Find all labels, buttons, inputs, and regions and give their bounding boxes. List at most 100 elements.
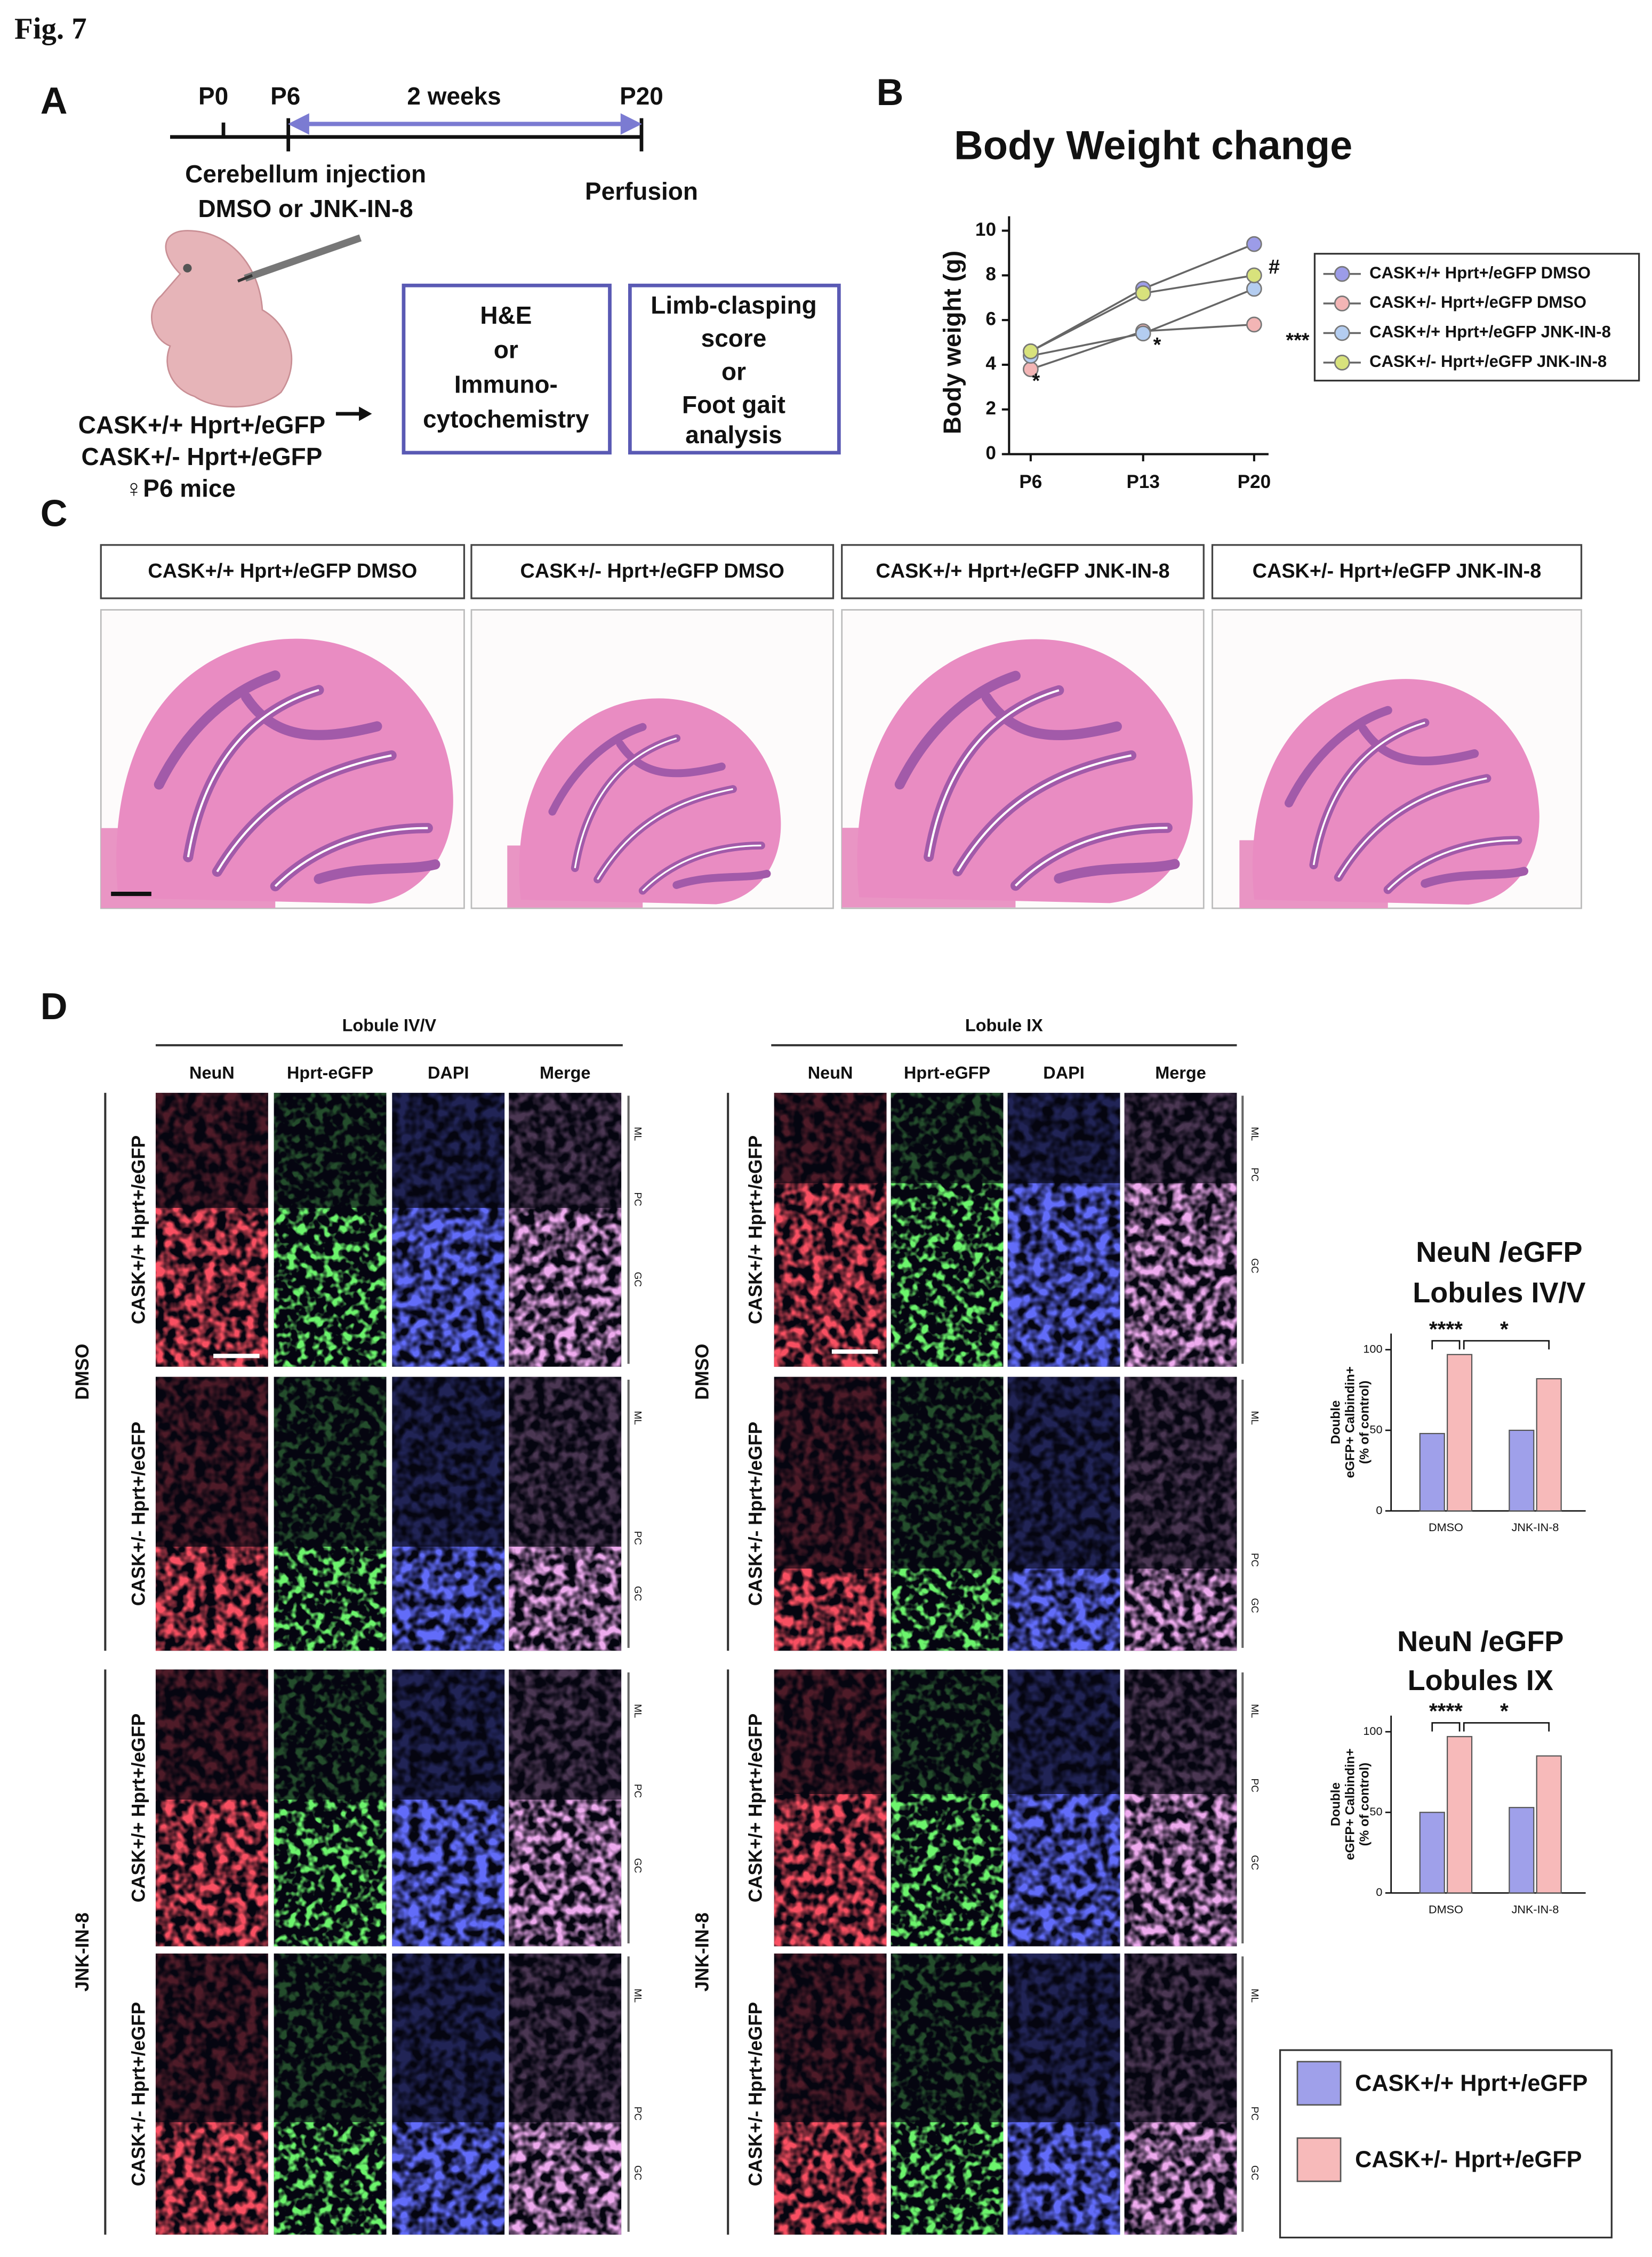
legend-label: CASK+/+ Hprt+/eGFP DMSO bbox=[1369, 263, 1591, 282]
micrograph-signal bbox=[1007, 1669, 1120, 1794]
significance-bracket bbox=[1463, 1340, 1550, 1350]
channel-label: NeuN bbox=[808, 1063, 853, 1083]
significance: * bbox=[1153, 334, 1161, 356]
genotype-label: CASK+/+ Hprt+/eGFP bbox=[129, 1714, 149, 1902]
micrograph-signal bbox=[155, 1376, 268, 1547]
bar bbox=[1509, 1807, 1535, 1894]
assay-text: H&E bbox=[480, 301, 532, 329]
y-axis-label: (% of control) bbox=[1357, 1380, 1372, 1464]
assay-box bbox=[402, 283, 612, 455]
x-tick-label: JNK-IN-8 bbox=[1512, 1520, 1559, 1534]
micrograph-signal bbox=[509, 1376, 622, 1547]
micrograph-signal bbox=[274, 1953, 387, 2123]
data-point bbox=[1246, 281, 1262, 297]
mouse-illustration bbox=[151, 230, 372, 421]
genotype-label: CASK+/+ Hprt+/eGFP bbox=[78, 411, 325, 438]
legend-label: CASK+/- Hprt+/eGFP bbox=[1355, 2147, 1582, 2173]
group-label-box bbox=[1211, 544, 1583, 599]
bar bbox=[1509, 1429, 1535, 1512]
micrograph-signal bbox=[1007, 1093, 1120, 1183]
micrograph-signal bbox=[392, 1207, 505, 1367]
micrograph-signal bbox=[274, 1093, 387, 1208]
micrograph-signal bbox=[392, 1547, 505, 1651]
scale-bar bbox=[213, 1354, 260, 1358]
layer-label: PC bbox=[1249, 1779, 1260, 1792]
micrograph-signal bbox=[155, 1093, 268, 1208]
legend-marker bbox=[1334, 295, 1350, 311]
significance-bracket bbox=[1431, 1340, 1461, 1350]
genotype-label: CASK+/- Hprt+/eGFP bbox=[129, 1422, 149, 1606]
assay-text: or bbox=[721, 357, 746, 385]
micrograph-signal bbox=[1007, 1183, 1120, 1367]
significance-bracket bbox=[1431, 1722, 1461, 1732]
micrograph-signal bbox=[155, 1669, 268, 1800]
lobule-label: Lobule IX bbox=[965, 1015, 1043, 1035]
y-tick-label: 0 bbox=[1376, 1503, 1382, 1517]
y-tick-label: 10 bbox=[975, 219, 996, 240]
micrograph-signal bbox=[891, 1093, 1004, 1183]
micrograph-signal bbox=[891, 1183, 1004, 1367]
treatment-label: JNK-IN-8 bbox=[72, 1912, 93, 1991]
channel-label: Hprt-eGFP bbox=[904, 1063, 990, 1083]
legend-marker bbox=[1334, 325, 1350, 341]
micrograph-signal bbox=[392, 2122, 505, 2235]
mice-label: ♀P6 mice bbox=[125, 474, 236, 502]
y-tick-label: 2 bbox=[985, 398, 996, 419]
timepoint: P20 bbox=[620, 82, 663, 110]
treatment-label: JNK-IN-8 bbox=[692, 1912, 713, 1991]
micrograph-signal bbox=[1124, 1794, 1237, 1947]
micrograph-signal bbox=[509, 1953, 622, 2123]
micrograph-signal bbox=[155, 1953, 268, 2123]
genotype-label: CASK+/- Hprt+/eGFP bbox=[745, 1422, 766, 1606]
scale-bar bbox=[831, 1349, 878, 1354]
assay-box bbox=[628, 283, 841, 455]
x-tick-label: P20 bbox=[1238, 471, 1271, 492]
y-tick-label: 8 bbox=[985, 264, 996, 285]
micrograph-signal bbox=[274, 1799, 387, 1947]
significance: *** bbox=[1286, 330, 1309, 352]
micrograph-signal bbox=[155, 1207, 268, 1367]
assay-text: analysis bbox=[685, 421, 782, 449]
group-label: CASK+/- Hprt+/eGFP DMSO bbox=[520, 560, 784, 582]
micrograph-signal bbox=[1007, 1376, 1120, 1569]
duration: 2 weeks bbox=[407, 82, 501, 110]
y-tick-label: 50 bbox=[1369, 1423, 1382, 1436]
micrograph-signal bbox=[1124, 1183, 1237, 1367]
layer-label: GC bbox=[632, 1858, 643, 1873]
panel-label: A bbox=[41, 79, 68, 122]
layer-label: PC bbox=[1249, 1167, 1260, 1181]
micrograph-signal bbox=[274, 1669, 387, 1800]
injection-label: Cerebellum injection bbox=[185, 160, 426, 188]
micrograph-signal bbox=[274, 2122, 387, 2235]
y-axis-label: eGFP+ Calbindin+ bbox=[1343, 1366, 1357, 1478]
layer-label: PC bbox=[632, 2107, 643, 2120]
micrograph-signal bbox=[1124, 1953, 1237, 2123]
genotype-label: CASK+/+ Hprt+/eGFP bbox=[129, 1135, 149, 1324]
data-point bbox=[1246, 316, 1262, 333]
layer-label: ML bbox=[1249, 1127, 1260, 1141]
micrograph-signal bbox=[274, 1547, 387, 1651]
micrograph-signal bbox=[1007, 1568, 1120, 1651]
micrograph-signal bbox=[774, 1183, 887, 1367]
lobule-label: Lobule IV/V bbox=[342, 1015, 437, 1035]
perfusion-label: Perfusion bbox=[585, 177, 698, 205]
genotype-label: CASK+/+ Hprt+/eGFP bbox=[745, 1714, 766, 1902]
micrograph-signal bbox=[1124, 1568, 1237, 1651]
micrograph-signal bbox=[509, 1207, 622, 1367]
layer-label: GC bbox=[632, 1272, 643, 1287]
micrograph-signal bbox=[509, 2122, 622, 2235]
micrograph-signal bbox=[891, 1669, 1004, 1794]
micrograph-signal bbox=[774, 1794, 887, 1947]
genotype-label: CASK+/- Hprt+/eGFP bbox=[129, 2002, 149, 2186]
layer-label: GC bbox=[1249, 1598, 1260, 1613]
bar bbox=[1536, 1755, 1562, 1894]
micrograph-signal bbox=[774, 2122, 887, 2235]
layer-label: PC bbox=[1249, 1553, 1260, 1567]
micrograph-signal bbox=[891, 1376, 1004, 1569]
legend-swatch bbox=[1296, 2061, 1342, 2106]
timepoint: P6 bbox=[270, 82, 300, 110]
layer-label: GC bbox=[1249, 2165, 1260, 2180]
significance: * bbox=[1500, 1317, 1509, 1341]
